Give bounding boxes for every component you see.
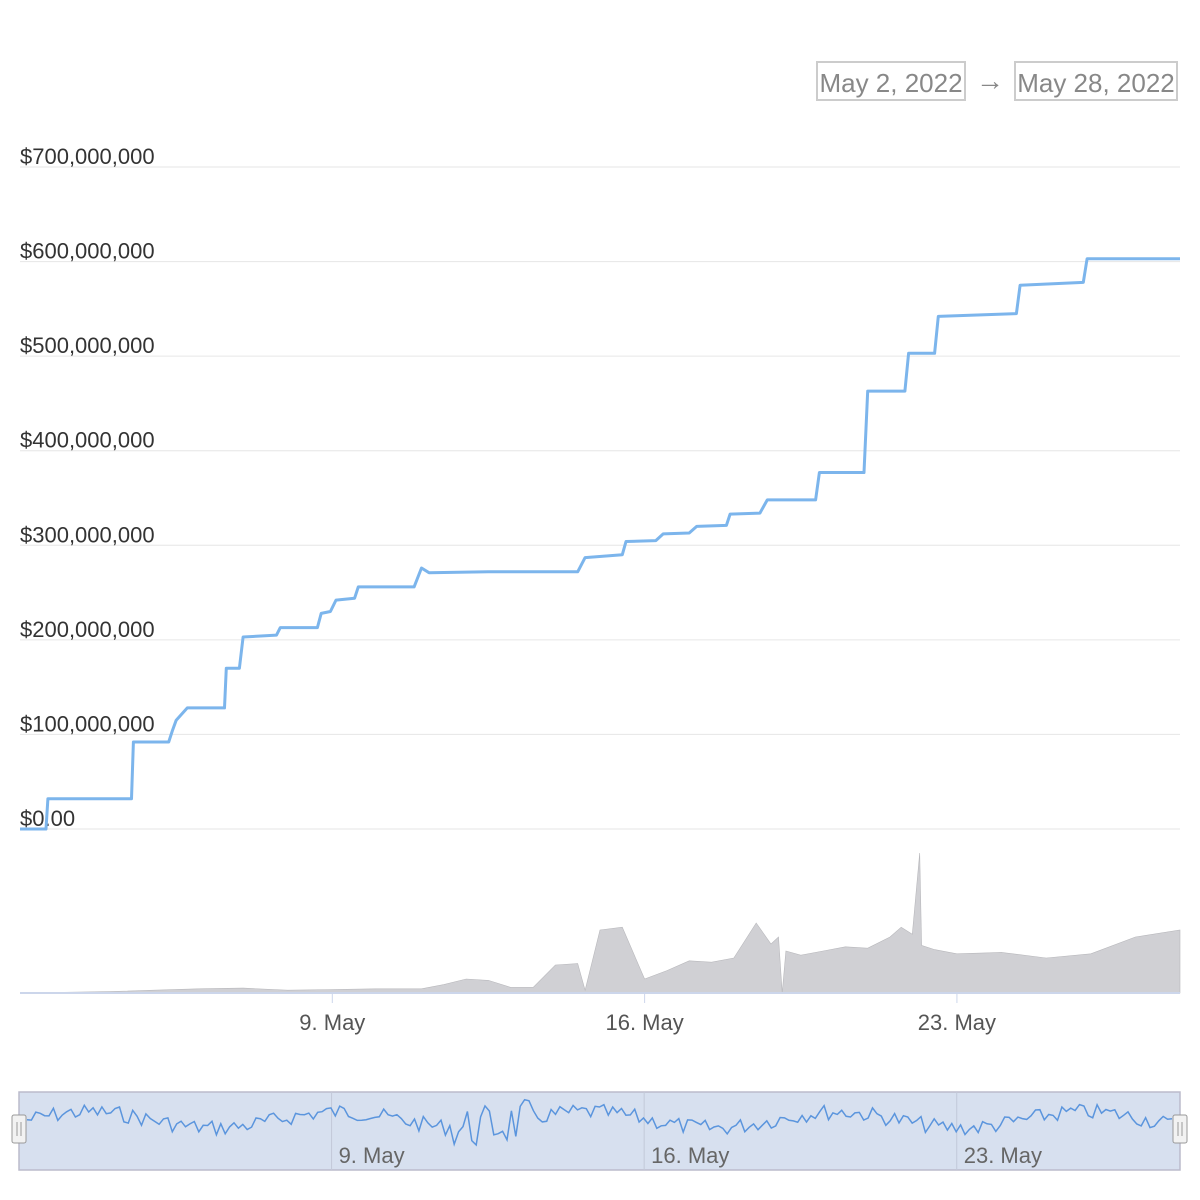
navigator: 9. May 16. May 23. May <box>11 1091 1188 1171</box>
volume-area <box>19 852 1181 994</box>
y-tick-label: $700,000,000 <box>20 144 155 169</box>
y-tick-label: $400,000,000 <box>20 428 155 453</box>
x-tick-label: 16. May <box>605 1010 683 1035</box>
navigator-tick-label: 9. May <box>339 1143 405 1168</box>
x-axis-ticks: 9. May 16. May 23. May <box>299 993 996 1035</box>
range-from-input[interactable]: May 2, 2022 <box>816 61 966 101</box>
navigator-tick-label: 16. May <box>651 1143 729 1168</box>
price-series <box>20 257 1180 831</box>
x-tick-label: 23. May <box>918 1010 996 1035</box>
range-arrow: → <box>976 65 1004 96</box>
navigator-series <box>26 1098 1173 1147</box>
y-tick-label: $600,000,000 <box>20 239 155 264</box>
y-tick-label: $500,000,000 <box>20 333 155 358</box>
grid-lines <box>20 166 1180 830</box>
navigator-handle-right[interactable] <box>1172 1114 1188 1144</box>
navigator-selection[interactable] <box>18 1091 1181 1171</box>
range-to-input[interactable]: May 28, 2022 <box>1014 61 1178 101</box>
y-tick-label: $200,000,000 <box>20 617 155 642</box>
y-tick-label: $300,000,000 <box>20 522 155 547</box>
y-axis-ticks: $0.00$100,000,000$200,000,000$300,000,00… <box>20 144 155 831</box>
y-tick-label: $100,000,000 <box>20 711 155 736</box>
navigator-handle-left[interactable] <box>11 1114 27 1144</box>
price-line <box>20 257 1180 831</box>
x-tick-label: 9. May <box>299 1010 365 1035</box>
volume-series <box>19 852 1181 994</box>
navigator-tick-label: 23. May <box>964 1143 1042 1168</box>
